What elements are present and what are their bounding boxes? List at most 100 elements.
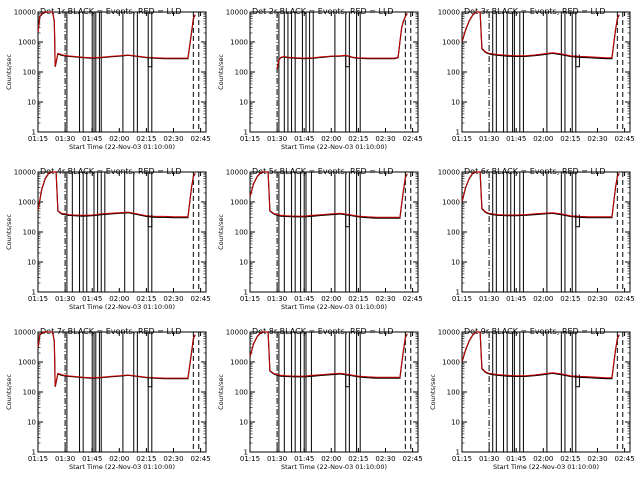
x-tick-label: 01:15	[452, 455, 472, 463]
y-tick-label: 1000	[230, 359, 248, 367]
x-tick-label: 02:00	[533, 135, 553, 143]
y-tick-label: 10	[27, 419, 36, 427]
det-panel: Det 8r BLACK = Events, RED = LLD 1 10 100 10…	[217, 327, 423, 471]
events-series-line	[249, 331, 408, 379]
x-tick-label: 01:45	[294, 135, 314, 143]
x-tick-label: 01:45	[294, 295, 314, 303]
y-tick-label: 1000	[442, 199, 460, 207]
y-tick-label: 10	[239, 419, 248, 427]
dropout-segment	[147, 376, 153, 388]
x-axis-label: Start Time (22-Nov-03 01:10:00)	[69, 303, 175, 311]
events-series-line	[249, 171, 408, 219]
y-axis-label: Counts/sec	[429, 374, 437, 410]
x-tick-label: 01:30	[267, 455, 287, 463]
y-axis-label: Counts/sec	[5, 374, 13, 410]
y-tick-label: 100	[235, 389, 248, 397]
y-tick-label: 10000	[438, 329, 460, 337]
y-tick-label: 1000	[230, 199, 248, 207]
x-tick-label: 02:45	[402, 135, 422, 143]
x-tick-label: 01:45	[82, 455, 102, 463]
panel-title: Det 3r BLACK = Events, RED = LLD	[464, 7, 606, 16]
y-tick-label: 1000	[442, 359, 460, 367]
y-tick-label: 1	[32, 129, 36, 137]
x-tick-label: 02:45	[190, 455, 210, 463]
plot-frame	[461, 331, 631, 453]
plot-frame	[37, 171, 207, 293]
dropout-segment	[147, 56, 153, 68]
y-tick-label: 1	[244, 129, 248, 137]
det-panel: Det 1r BLACK = Events, RED = LLD 1 10 100 10…	[5, 7, 211, 151]
lld-series-line	[461, 171, 620, 218]
y-tick-label: 10000	[14, 329, 36, 337]
y-tick-label: 10	[451, 419, 460, 427]
panel-title: Det 8r BLACK = Events, RED = LLD	[252, 327, 394, 336]
plot-frame	[461, 171, 631, 293]
x-tick-label: 01:45	[506, 295, 526, 303]
x-tick-label: 02:00	[321, 135, 341, 143]
dropout-segment	[345, 375, 350, 388]
y-tick-label: 1	[32, 289, 36, 297]
x-tick-label: 01:15	[28, 135, 48, 143]
x-tick-label: 01:15	[240, 455, 260, 463]
y-tick-label: 100	[23, 229, 36, 237]
lld-series-line	[461, 11, 620, 59]
x-tick-label: 01:30	[55, 455, 75, 463]
y-tick-label: 10000	[14, 169, 36, 177]
y-tick-label: 100	[447, 69, 460, 77]
y-tick-label: 100	[447, 389, 460, 397]
det-panel: Det 7r BLACK = Events, RED = LLD 1 10 100 10…	[5, 327, 211, 471]
lld-series-line	[461, 331, 620, 379]
x-tick-label: 01:45	[82, 295, 102, 303]
x-tick-label: 02:30	[587, 135, 607, 143]
dropout-segment	[345, 215, 350, 228]
plot-frame	[37, 331, 207, 453]
plot-frame	[249, 11, 419, 133]
x-tick-label: 01:30	[479, 295, 499, 303]
y-tick-label: 1000	[18, 359, 36, 367]
y-tick-label: 1	[456, 129, 460, 137]
y-tick-label: 100	[447, 229, 460, 237]
x-tick-label: 02:15	[560, 295, 580, 303]
y-tick-label: 10	[451, 259, 460, 267]
x-tick-label: 02:45	[402, 455, 422, 463]
y-tick-label: 1	[456, 289, 460, 297]
y-axis-label: Counts/sec	[5, 54, 13, 90]
x-tick-label: 02:45	[614, 295, 634, 303]
x-tick-label: 02:15	[136, 295, 156, 303]
x-tick-label: 01:15	[28, 295, 48, 303]
y-tick-label: 10000	[226, 329, 248, 337]
x-tick-label: 01:45	[506, 455, 526, 463]
y-tick-label: 100	[235, 229, 248, 237]
events-series-line	[37, 171, 196, 219]
plot-frame	[37, 11, 207, 133]
x-axis-label: Start Time (22-Nov-03 01:10:00)	[281, 143, 387, 151]
x-tick-label: 01:45	[82, 135, 102, 143]
x-tick-label: 02:30	[375, 135, 395, 143]
x-tick-label: 02:45	[402, 295, 422, 303]
x-tick-label: 02:30	[587, 295, 607, 303]
x-tick-label: 02:30	[163, 455, 183, 463]
x-tick-label: 01:45	[506, 135, 526, 143]
y-tick-label: 100	[23, 389, 36, 397]
x-tick-label: 02:45	[190, 295, 210, 303]
det-panel: Det 9r BLACK = Events, RED = LLD 1 10 100 10…	[429, 327, 635, 471]
x-axis-label: Start Time (22-Nov-03 01:10:00)	[69, 143, 175, 151]
x-tick-label: 01:30	[55, 135, 75, 143]
y-tick-label: 100	[23, 69, 36, 77]
x-tick-label: 02:15	[136, 455, 156, 463]
y-axis-label: Counts/sec	[217, 54, 225, 90]
plot-frame	[249, 171, 419, 293]
dropout-segment	[575, 374, 580, 388]
y-tick-label: 10	[27, 259, 36, 267]
x-tick-label: 02:00	[321, 295, 341, 303]
panel-title: Det 9r BLACK = Events, RED = LLD	[464, 327, 606, 336]
lld-series-line	[249, 331, 408, 378]
x-tick-label: 02:15	[348, 455, 368, 463]
y-tick-label: 10000	[226, 169, 248, 177]
x-tick-label: 02:15	[560, 135, 580, 143]
lld-series-line	[37, 331, 196, 387]
x-tick-label: 02:30	[587, 455, 607, 463]
det-panel: Det 3r BLACK = Events, RED = LLD 1 10 100 10…	[438, 7, 635, 143]
x-tick-label: 02:00	[321, 455, 341, 463]
